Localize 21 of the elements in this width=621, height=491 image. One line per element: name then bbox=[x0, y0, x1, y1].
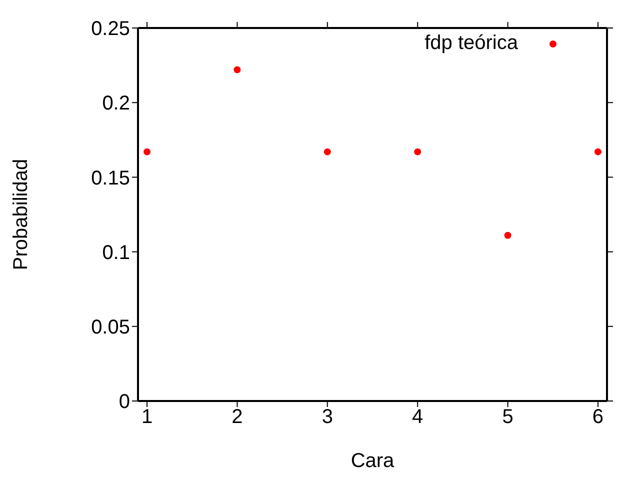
x-axis-title: Cara bbox=[350, 450, 396, 472]
y-tick-label: 0.15 bbox=[91, 167, 130, 190]
legend-label: fdp teórica bbox=[424, 32, 518, 55]
point bbox=[234, 66, 241, 74]
x-tick-label: 6 bbox=[592, 406, 604, 428]
point bbox=[594, 148, 602, 156]
point bbox=[504, 232, 512, 239]
y-tick-label: 0.1 bbox=[102, 242, 130, 264]
y-axis-title: Probabilidad bbox=[10, 158, 32, 270]
point bbox=[414, 148, 422, 156]
x-tick-label: 5 bbox=[502, 406, 514, 428]
x-tick-label: 4 bbox=[412, 406, 424, 428]
x-tick-label: 1 bbox=[141, 406, 153, 428]
x-tick-label: 2 bbox=[232, 406, 243, 428]
y-tick-label: 0.05 bbox=[91, 316, 130, 338]
y-tick-label: 0 bbox=[118, 391, 130, 414]
point bbox=[144, 148, 151, 156]
y-tick-label: 0.2 bbox=[102, 92, 130, 115]
x-tick-label: 3 bbox=[322, 406, 333, 428]
point bbox=[324, 148, 331, 156]
y-tick-label: 0.25 bbox=[91, 18, 130, 40]
